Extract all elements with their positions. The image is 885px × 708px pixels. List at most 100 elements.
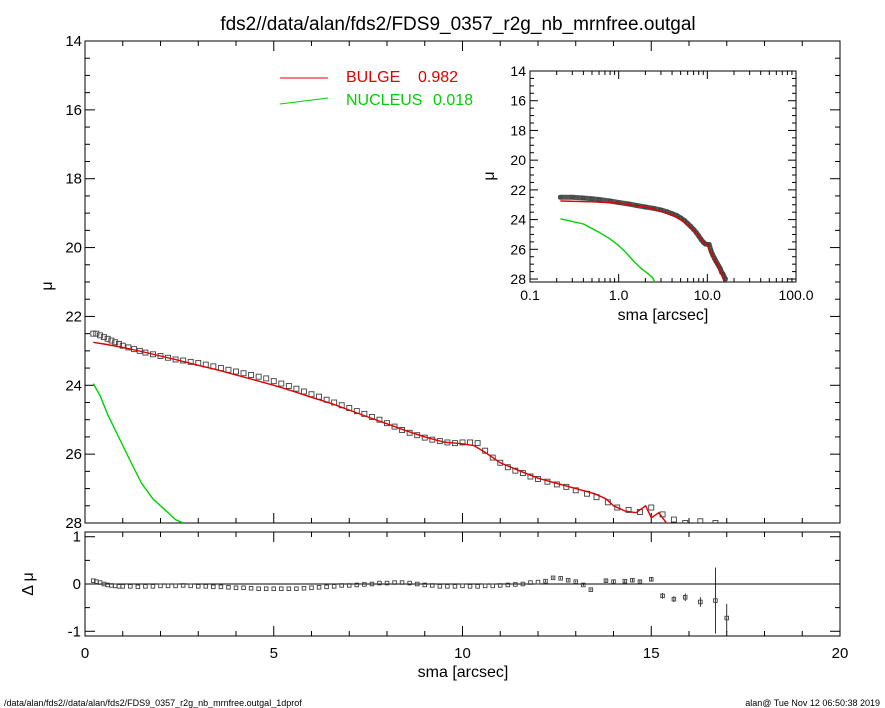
- main-y-tick-label: 20: [65, 240, 82, 257]
- inset-x-tick-label: 10.0: [694, 287, 721, 303]
- legend: BULGE 0.982 NUCLEUS 0.018: [279, 69, 473, 109]
- main-data-point: [572, 487, 579, 494]
- main-data-point: [263, 375, 270, 382]
- residual-point: [513, 582, 518, 587]
- residual-point: [520, 581, 526, 587]
- residual-x-tick-label: 10: [454, 645, 471, 662]
- residual-point: [211, 584, 216, 590]
- residual-point: [173, 583, 178, 589]
- main-data-point: [104, 335, 111, 342]
- residual-point: [271, 586, 277, 591]
- inset-panel: 14 16 18 20 22 24 26 280.1 1.0 10.0 100.0 sma [arc…: [481, 63, 814, 324]
- residual-point: [301, 586, 307, 591]
- main-y-tick-label: 16: [65, 102, 82, 119]
- main-data-point: [248, 372, 255, 378]
- inset-y-tick-label: 26: [510, 241, 526, 257]
- inset-data-point: [699, 237, 704, 242]
- inset-x-axis-label: sma [arcsec]: [618, 307, 709, 324]
- main-y-tick-label: 24: [65, 377, 82, 394]
- residual-point: [331, 584, 337, 589]
- residual-point: [203, 584, 209, 589]
- residual-point: [377, 580, 382, 586]
- residual-point: [498, 583, 503, 588]
- main-data-point: [240, 370, 247, 377]
- inset-nucleus-curve: [560, 218, 656, 282]
- residual-point: [588, 587, 594, 592]
- main-y-tick-label: 18: [65, 171, 82, 188]
- main-data-point: [225, 366, 232, 373]
- main-data-point: [278, 380, 285, 387]
- residual-point: [581, 582, 586, 588]
- main-data-point: [682, 520, 689, 523]
- footer-timestamp: alan@ Tue Nov 12 06:50:38 2019: [745, 698, 880, 708]
- main-data-point: [93, 330, 100, 337]
- main-data-point: [489, 454, 496, 461]
- residual-point: [660, 593, 665, 599]
- main-data-point: [459, 439, 466, 446]
- main-data-point: [108, 337, 115, 344]
- residual-point: [369, 581, 375, 587]
- inset-data-point: [581, 196, 586, 200]
- residual-point: [422, 582, 428, 588]
- main-data-point: [712, 520, 719, 523]
- inset-background: [530, 71, 796, 282]
- residual-point: [724, 615, 730, 621]
- residual-y-axis-label: Δ μ: [20, 572, 37, 595]
- residual-point: [316, 585, 322, 590]
- residual-point: [550, 575, 556, 581]
- residual-panel: 10-10 5 10 15 20 Δ μ sma [arcsec]: [20, 529, 848, 681]
- main-data-point: [293, 385, 300, 392]
- residual-point: [482, 583, 488, 589]
- nucleus-curve: [92, 383, 184, 523]
- main-y-axis-label: μ: [39, 281, 56, 290]
- inset-data-point: [590, 196, 594, 201]
- residual-point: [392, 580, 397, 585]
- main-data-point: [233, 368, 239, 375]
- residual-point: [475, 584, 480, 589]
- main-data-point: [285, 383, 292, 389]
- residual-point: [150, 584, 156, 589]
- residual-point: [112, 583, 118, 589]
- residual-x-tick-label: 0: [81, 645, 89, 662]
- residual-point: [649, 577, 654, 582]
- inset-y-tick-label: 22: [510, 182, 526, 198]
- residual-x-tick-label: 15: [643, 645, 660, 662]
- footer-file-path: /data/alan/fds2//data/alan/fds2/FDS9_035…: [4, 698, 302, 708]
- main-data-point: [697, 518, 704, 523]
- residual-point: [430, 583, 435, 588]
- residual-point: [279, 586, 284, 591]
- residual-point: [263, 586, 269, 591]
- residual-point: [622, 578, 628, 584]
- residual-point: [399, 580, 405, 585]
- residual-y-tick-label: 0: [73, 576, 81, 593]
- residual-point: [528, 580, 533, 585]
- residual-point: [218, 584, 224, 590]
- main-data-point: [100, 334, 107, 341]
- main-data-point: [625, 506, 632, 513]
- residual-point: [354, 582, 360, 588]
- inset-y-tick-label: 18: [510, 122, 526, 138]
- main-data-point: [187, 358, 194, 365]
- main-y-tick-label: 14: [65, 33, 82, 50]
- inset-y-tick-label: 16: [510, 93, 526, 109]
- residual-point: [362, 582, 367, 587]
- residual-x-axis-label: sma [arcsec]: [418, 664, 509, 681]
- residual-point: [188, 583, 193, 589]
- inset-x-tick-label: 1.0: [609, 287, 629, 303]
- main-data-point: [474, 440, 481, 447]
- inset-data-point: [570, 195, 575, 200]
- legend-nucleus-name: NUCLEUS: [346, 92, 422, 109]
- residual-point: [414, 581, 420, 587]
- residual-point: [135, 584, 141, 590]
- residual-point: [490, 583, 495, 589]
- inset-bulge-curve: [560, 200, 725, 282]
- inset-plot-frame: [529, 70, 797, 283]
- residual-point: [128, 584, 133, 589]
- residual-point: [558, 576, 563, 581]
- main-data-point: [97, 332, 104, 339]
- residual-point: [460, 583, 465, 589]
- residual-point: [339, 583, 344, 588]
- residual-point: [256, 586, 261, 591]
- residual-point: [143, 584, 148, 589]
